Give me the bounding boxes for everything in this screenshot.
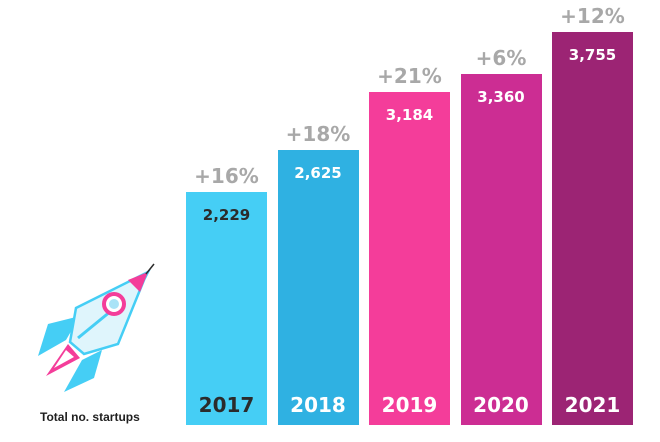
category-label-2019: 2019 (381, 393, 438, 417)
bar-value-label: 3,360 (477, 87, 525, 106)
bar-2018 (277, 150, 359, 425)
growth-label: +6% (475, 45, 527, 70)
growth-label: +18% (285, 122, 351, 147)
growth-label: +12% (560, 4, 625, 29)
bar-2017 (186, 191, 267, 425)
bar-2020 (460, 73, 542, 425)
growth-label: +16% (194, 163, 259, 188)
rocket-icon (38, 263, 155, 392)
bar-value-label: 2,625 (294, 164, 342, 183)
bar-2019 (369, 91, 450, 425)
bar-2021 (552, 32, 633, 425)
category-label-2021: 2021 (564, 393, 621, 417)
category-label-2017: 2017 (198, 393, 255, 417)
category-label-2018: 2018 (290, 393, 346, 417)
bar-value-label: 2,229 (202, 205, 251, 224)
category-label-2020: 2020 (473, 393, 529, 417)
growth-label: +21% (377, 63, 442, 88)
chart-caption: Total no. startups (40, 410, 140, 424)
bar-value-label: 3,755 (568, 46, 617, 65)
bar-value-label: 3,184 (385, 105, 434, 124)
